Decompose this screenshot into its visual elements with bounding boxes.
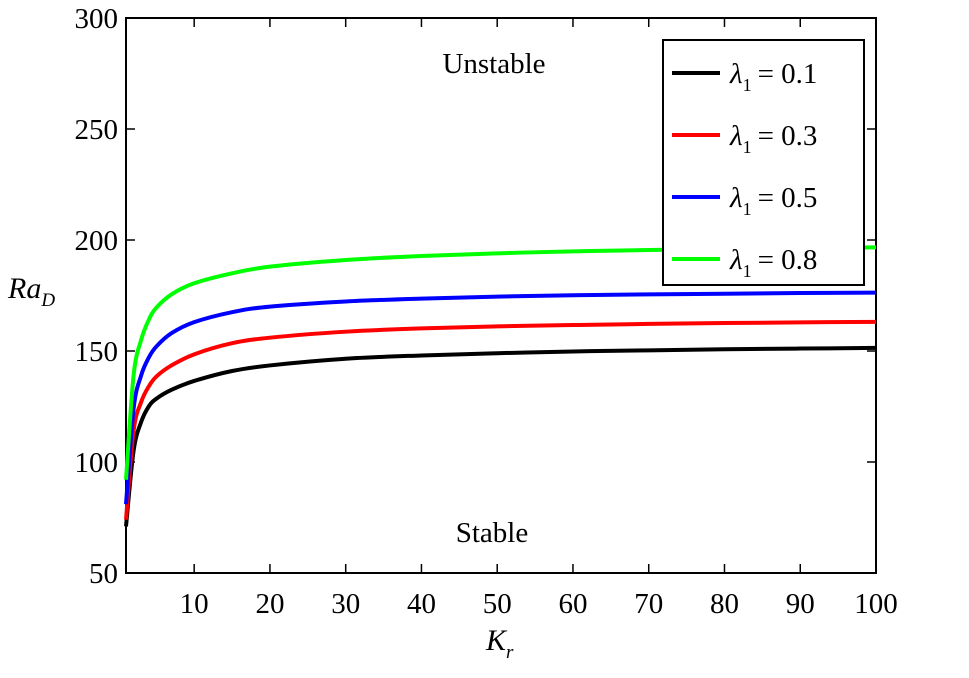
y-axis-label-main: Ra (7, 272, 41, 305)
legend-value: = 0.5 (758, 182, 818, 214)
legend-subscript: 1 (743, 75, 752, 95)
series-line-2 (124, 319, 877, 520)
y-tick-label: 300 (75, 3, 119, 35)
y-tick-label: 200 (75, 225, 119, 257)
x-tick-label: 30 (331, 588, 360, 620)
x-tick-label: 40 (407, 588, 436, 620)
y-tick-label: 150 (75, 336, 119, 368)
x-axis-label-sub: r (506, 642, 514, 663)
legend-label-3: λ1 = 0.5 (729, 182, 817, 219)
annotation-stable: Stable (456, 517, 529, 549)
legend-subscript: 1 (743, 199, 752, 219)
x-axis-label: Kr (485, 624, 514, 663)
x-axis-label-main: K (485, 624, 508, 657)
legend: λ1 = 0.1λ1 = 0.3λ1 = 0.5λ1 = 0.8 (662, 39, 865, 286)
legend-label-2: λ1 = 0.3 (729, 120, 817, 157)
annotation-unstable: Unstable (442, 48, 545, 80)
y-axis-label-sub: D (40, 290, 55, 311)
y-tick-label: 100 (75, 447, 119, 479)
legend-label-4: λ1 = 0.8 (729, 244, 817, 281)
x-tick-label: 90 (786, 588, 815, 620)
x-tick-label: 70 (634, 588, 663, 620)
x-tick-label: 60 (558, 588, 587, 620)
y-axis-ticks: 50 100 150 200 250 300 (75, 3, 876, 590)
legend-value: = 0.1 (758, 58, 818, 90)
series-line-3 (124, 290, 877, 505)
y-tick-label: 250 (75, 114, 119, 146)
legend-symbol: λ (729, 244, 743, 276)
x-tick-label: 80 (710, 588, 739, 620)
legend-value: = 0.3 (758, 120, 818, 152)
legend-subscript: 1 (743, 137, 752, 157)
legend-symbol: λ (729, 120, 743, 152)
legend-symbol: λ (729, 182, 743, 214)
legend-symbol: λ (729, 58, 743, 90)
series-line-1 (124, 345, 877, 527)
x-tick-label: 10 (180, 588, 209, 620)
legend-items: λ1 = 0.1λ1 = 0.3λ1 = 0.5λ1 = 0.8 (672, 58, 817, 281)
legend-label-1: λ1 = 0.1 (729, 58, 817, 95)
x-tick-label: 20 (255, 588, 284, 620)
x-tick-label: 50 (483, 588, 512, 620)
legend-subscript: 1 (743, 261, 752, 281)
y-tick-label: 50 (89, 558, 118, 590)
legend-value: = 0.8 (758, 244, 818, 276)
x-axis-ticks: 10 20 30 40 50 60 70 80 90 100 (180, 18, 898, 620)
y-axis-label: RaD (7, 272, 55, 311)
legend-box (662, 39, 865, 286)
x-tick-label: 100 (854, 588, 898, 620)
